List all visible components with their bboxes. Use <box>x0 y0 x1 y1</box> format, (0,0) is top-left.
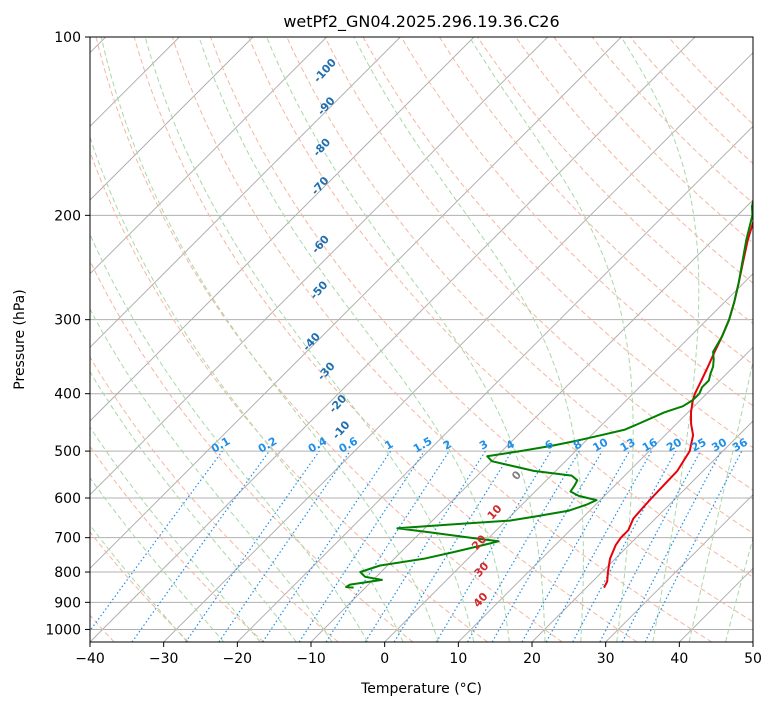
y-tick-label: 500 <box>54 444 81 460</box>
grid-layer <box>90 37 753 642</box>
y-tick-label: 400 <box>54 387 81 403</box>
isotherm-gridline <box>90 37 549 496</box>
dry-adiabat-line <box>90 445 264 642</box>
dry-adiabat-line <box>515 37 753 284</box>
mixing-ratio-line <box>393 450 513 642</box>
mixing-ratio-line <box>185 450 320 642</box>
dry-adiabat-line <box>210 37 753 623</box>
isotherm-gridline <box>752 641 753 642</box>
dry-adiabat-line <box>248 37 753 578</box>
mixing-ratio-line <box>325 450 450 642</box>
isotherm-gridline <box>457 346 753 642</box>
isotherm-gridline <box>163 51 753 642</box>
plot-background <box>90 37 753 642</box>
isotherm-gridline <box>384 272 753 642</box>
mixing-ratio-line <box>218 450 351 642</box>
isotherm-gridline <box>605 493 753 642</box>
dry-adiabat-line <box>90 259 414 642</box>
x-tick-label: 40 <box>670 651 688 667</box>
moist-adiabat-line <box>100 37 439 642</box>
mixing-ratio-line <box>262 450 392 642</box>
y-tick-label: 900 <box>54 595 81 611</box>
x-tick-label: −20 <box>223 651 253 667</box>
x-tick-label: 20 <box>523 651 541 667</box>
isotherm-gridline <box>90 37 401 349</box>
y-axis: 100 200 300 400 500 600 700 800 900 1000 <box>45 30 90 638</box>
y-tick-label: 200 <box>54 208 81 224</box>
moist-adiabat-line <box>144 37 475 642</box>
x-tick-label: −30 <box>149 651 179 667</box>
moist-adiabat-line <box>620 37 700 642</box>
mixing-ratio-line <box>572 450 677 642</box>
dry-adiabat-line <box>400 37 753 407</box>
moist-adiabat-line <box>90 426 261 642</box>
moist-adiabat-line <box>688 358 753 642</box>
dry-adiabat-line <box>324 37 753 491</box>
isotherm-gridline <box>90 37 254 201</box>
x-tick-label: 30 <box>597 651 615 667</box>
mixing-ratio-line <box>298 450 425 642</box>
x-tick-label: 10 <box>449 651 467 667</box>
x-axis: −40 −30 −20 −10 0 10 20 30 40 50 <box>75 642 762 667</box>
sounding-series <box>345 198 753 589</box>
temperature-profile <box>603 219 753 589</box>
dry-adiabat-line <box>438 37 753 366</box>
moist-adiabat-line <box>762 37 775 642</box>
moist-adiabat-line <box>90 232 369 642</box>
dry-adiabat-line <box>133 37 638 642</box>
y-tick-label: 300 <box>54 313 81 329</box>
y-tick-label: 600 <box>54 491 81 507</box>
moist-adiabat-line <box>725 536 753 642</box>
moist-adiabat-line <box>353 37 584 642</box>
moist-adiabats <box>90 37 775 642</box>
y-tick-label: 1000 <box>45 622 81 638</box>
y-tick-label: 800 <box>54 565 81 581</box>
dry-adiabat-line <box>90 356 339 642</box>
mixing-ratio-line <box>521 450 631 642</box>
x-axis-title: Temperature (°C) <box>360 681 482 697</box>
moist-adiabat-line <box>90 135 404 642</box>
isotherm-gridline <box>236 125 753 642</box>
isotherm-gridline <box>90 37 696 642</box>
x-tick-label: −40 <box>75 651 105 667</box>
dry-adiabats <box>90 37 753 642</box>
mixing-ratio-line <box>545 450 653 642</box>
moist-adiabat-line <box>266 37 546 642</box>
x-tick-label: −10 <box>296 651 326 667</box>
isotherm-gridline <box>90 37 622 570</box>
chart-title: wetPf2_GN04.2025.296.19.36.C26 <box>283 12 559 32</box>
dry-adiabat-line <box>90 150 488 642</box>
x-tick-label: 50 <box>744 651 762 667</box>
isotherm-gridline <box>90 37 328 275</box>
dry-adiabat-line <box>171 37 712 642</box>
mixing-ratio-line <box>90 450 223 632</box>
dry-adiabat-line <box>95 37 563 642</box>
y-tick-label: 100 <box>54 30 81 46</box>
plot-frame <box>89 36 754 643</box>
y-tick-label: 700 <box>54 531 81 547</box>
y-axis-title: Pressure (hPa) <box>12 289 28 389</box>
mixing-ratio-line <box>644 450 743 642</box>
isotherm-gridline <box>531 420 753 642</box>
mixing-ratio-lines <box>90 450 743 642</box>
isotherm-gridline <box>90 37 475 422</box>
mixing-ratio-line <box>131 450 270 642</box>
dry-adiabat-line <box>90 531 190 642</box>
moist-adiabat-line <box>90 476 225 642</box>
x-tick-label: 0 <box>380 651 389 667</box>
moist-adiabat-line <box>90 308 333 642</box>
dewpoint-profile <box>345 198 753 589</box>
moist-adiabat-line <box>198 37 510 642</box>
